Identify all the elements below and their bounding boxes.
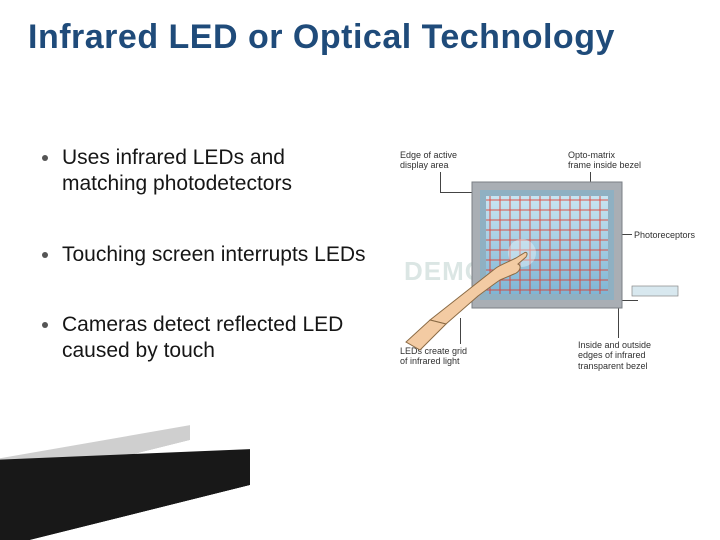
bullet-text: Cameras detect reflected LED caused by t… — [62, 312, 372, 365]
list-item: Cameras detect reflected LED caused by t… — [42, 312, 372, 365]
bullet-text: Uses infrared LEDs and matching photodet… — [62, 145, 372, 198]
bullet-list: Uses infrared LEDs and matching photodet… — [42, 145, 372, 408]
touchscreen-panel-icon — [400, 150, 700, 380]
page-title: Infrared LED or Optical Technology — [28, 18, 700, 57]
list-item: Uses infrared LEDs and matching photodet… — [42, 145, 372, 198]
bullet-dot-icon — [42, 252, 48, 258]
infrared-diagram: Edge of activedisplay area Opto-matrixfr… — [400, 150, 700, 380]
decoration-wedge-dark — [0, 395, 250, 540]
list-item: Touching screen interrupts LEDs — [42, 242, 372, 268]
bullet-text: Touching screen interrupts LEDs — [62, 242, 366, 268]
bullet-dot-icon — [42, 322, 48, 328]
bullet-dot-icon — [42, 155, 48, 161]
